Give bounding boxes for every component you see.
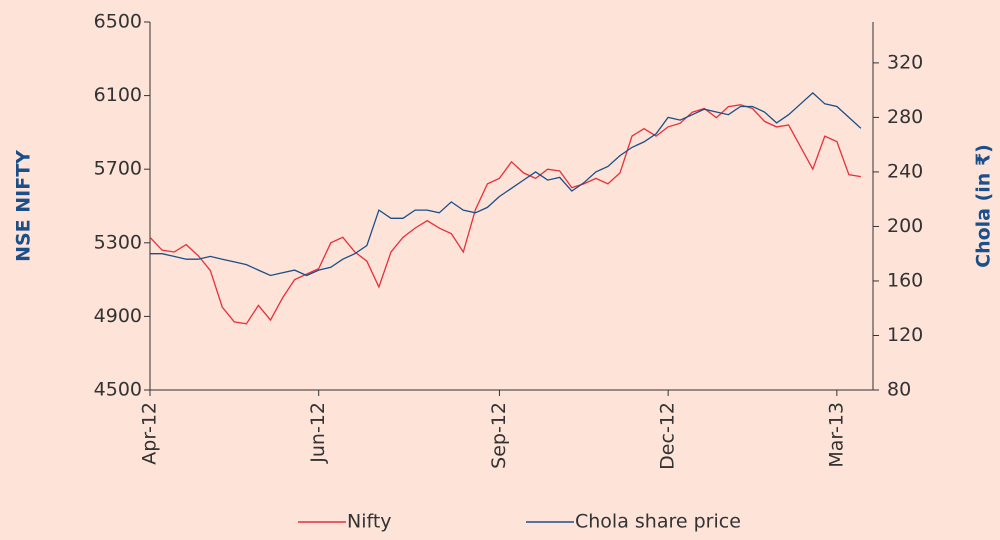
y-tick-label: 5700 (94, 158, 142, 180)
y-axis-title: NSE NIFTY (13, 150, 35, 262)
x-tick-label: Sep-12 (488, 402, 510, 469)
y-tick-label: 6100 (94, 84, 142, 106)
legend-label: Nifty (347, 511, 392, 533)
x-tick-label: Dec-12 (657, 402, 679, 470)
series-line (150, 92, 862, 277)
x-tick-label: Jun-12 (307, 402, 329, 464)
y-tick-label: 5300 (94, 231, 142, 253)
y2-tick-label: 80 (887, 379, 911, 401)
y2-tick-label: 320 (887, 51, 923, 73)
y-tick-label: 6500 (94, 11, 142, 33)
legend-label: Chola share price (575, 511, 741, 533)
y2-tick-label: 160 (887, 269, 923, 291)
y2-tick-label: 280 (887, 106, 923, 128)
y2-axis-title: Chola (in ₹) (973, 144, 995, 268)
y2-tick-label: 240 (887, 160, 923, 182)
y2-tick-label: 120 (887, 324, 923, 346)
y-tick-label: 4500 (94, 379, 142, 401)
x-tick-label: Mar-13 (825, 402, 847, 468)
y-tick-label: 4900 (94, 305, 142, 327)
series-line (149, 104, 862, 325)
y2-tick-label: 200 (887, 215, 923, 237)
x-tick-label: Apr-12 (139, 402, 161, 465)
